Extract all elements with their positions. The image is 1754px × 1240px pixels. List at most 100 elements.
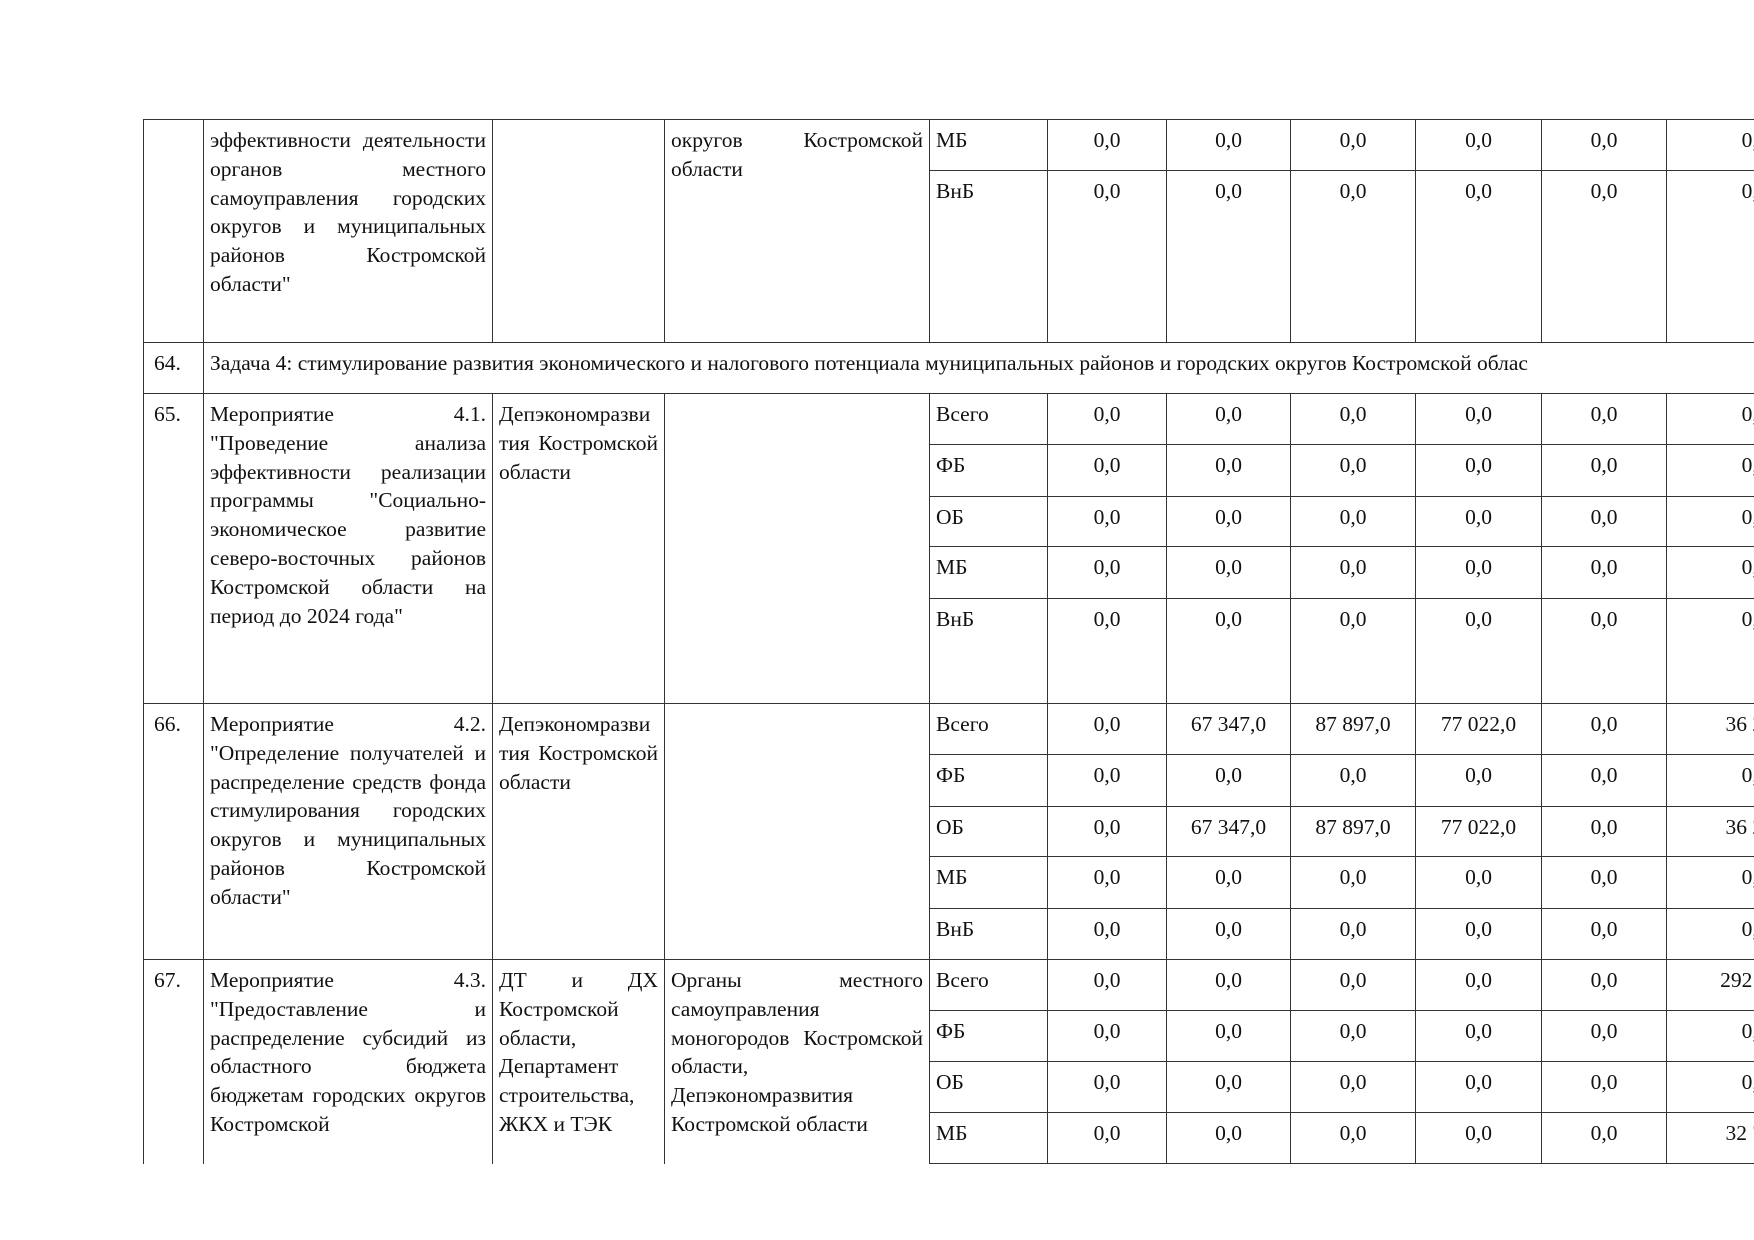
amount-cell: 77 022,0 bbox=[1415, 703, 1542, 755]
funding-source: МБ bbox=[929, 1112, 1048, 1164]
amount-cell: 0,0 bbox=[1415, 444, 1542, 497]
amount-cell: 0,0 bbox=[1415, 908, 1542, 960]
funding-source: ФБ bbox=[929, 1010, 1048, 1062]
table-row: ОБ0,00,00,00,00,00,0 bbox=[144, 1061, 1754, 1113]
amount-cell: 0,0 bbox=[1166, 444, 1291, 497]
funding-source: ВнБ bbox=[929, 170, 1048, 343]
table-row: ФБ0,00,00,00,00,00,0 bbox=[144, 444, 1754, 497]
amount-cell: 0,0 bbox=[1166, 1112, 1291, 1164]
table-row: МБ0,00,00,00,00,00,0 bbox=[144, 856, 1754, 909]
amount-cell: 36 250 bbox=[1666, 806, 1754, 857]
amount-cell: 0,0 bbox=[1166, 1061, 1291, 1113]
amount-cell: 0,0 bbox=[1166, 546, 1291, 599]
amount-cell: 36 250 bbox=[1666, 703, 1754, 755]
table-row: ОБ0,00,00,00,00,00,0 bbox=[144, 496, 1754, 547]
amount-cell: 32 715 bbox=[1666, 1112, 1754, 1164]
amount-cell: 0,0 bbox=[1666, 856, 1754, 909]
funding-source: ФБ bbox=[929, 754, 1048, 807]
amount-cell: 0,0 bbox=[1541, 959, 1667, 1011]
task-title: Задача 4: стимулирование развития эконом… bbox=[203, 342, 1754, 394]
amount-cell: 0,0 bbox=[1290, 170, 1416, 343]
amount-cell: 0,0 bbox=[1541, 546, 1667, 599]
responsible-executor bbox=[492, 119, 665, 343]
table-row: 65. Мероприятие 4.1. "Проведение анализа … bbox=[143, 393, 1754, 704]
funding-source: ОБ bbox=[929, 1061, 1048, 1113]
amount-cell: 67 347,0 bbox=[1166, 806, 1291, 857]
amount-cell: 0,0 bbox=[1541, 119, 1667, 171]
amount-cell: 0,0 bbox=[1166, 959, 1291, 1011]
amount-cell: 87 897,0 bbox=[1290, 806, 1416, 857]
funding-source: МБ bbox=[929, 856, 1048, 909]
amount-cell: 0,0 bbox=[1290, 393, 1416, 445]
amount-cell: 0,0 bbox=[1666, 496, 1754, 547]
amount-cell: 0,0 bbox=[1047, 1061, 1167, 1113]
document-page: эффективности деятельности органов местн… bbox=[143, 119, 1754, 1179]
amount-cell: 0,0 bbox=[1666, 1010, 1754, 1062]
amount-cell: 0,0 bbox=[1290, 908, 1416, 960]
amount-cell: 0,0 bbox=[1541, 496, 1667, 547]
amount-cell: 0,0 bbox=[1666, 170, 1754, 343]
activity-name: эффективности деятельности органов местн… bbox=[203, 119, 493, 343]
amount-cell: 0,0 bbox=[1415, 546, 1542, 599]
row-number: 64. bbox=[143, 342, 204, 394]
amount-cell: 0,0 bbox=[1047, 170, 1167, 343]
table-row: МБ0,00,00,00,00,00,0 bbox=[144, 546, 1754, 599]
amount-cell: 0,0 bbox=[1047, 598, 1167, 704]
table-row: МБ0,00,00,00,00,032 715 bbox=[144, 1112, 1754, 1164]
amount-cell: 0,0 bbox=[1047, 393, 1167, 445]
amount-cell: 0,0 bbox=[1541, 754, 1667, 807]
amount-cell: 0,0 bbox=[1415, 1061, 1542, 1113]
amount-cell: 0,0 bbox=[1541, 856, 1667, 909]
amount-cell: 0,0 bbox=[1290, 856, 1416, 909]
amount-cell: 0,0 bbox=[1047, 546, 1167, 599]
amount-cell: 0,0 bbox=[1541, 170, 1667, 343]
funding-source: МБ bbox=[929, 119, 1048, 171]
co-executor: Органы местного самоуправления моногород… bbox=[664, 959, 930, 1164]
amount-cell: 0,0 bbox=[1415, 598, 1542, 704]
amount-cell: 0,0 bbox=[1666, 119, 1754, 171]
funding-source: МБ bbox=[929, 546, 1048, 599]
amount-cell: 0,0 bbox=[1047, 703, 1167, 755]
amount-cell: 0,0 bbox=[1666, 908, 1754, 960]
co-executor: округов Костромской области bbox=[664, 119, 930, 343]
amount-cell: 67 347,0 bbox=[1166, 703, 1291, 755]
amount-cell: 0,0 bbox=[1541, 703, 1667, 755]
amount-cell: 0,0 bbox=[1541, 806, 1667, 857]
amount-cell: 0,0 bbox=[1047, 119, 1167, 171]
amount-cell: 0,0 bbox=[1047, 856, 1167, 909]
funding-source: ОБ bbox=[929, 496, 1048, 547]
amount-cell: 0,0 bbox=[1166, 496, 1291, 547]
funding-source: ВнБ bbox=[929, 598, 1048, 704]
activity-name: Мероприятие 4.1. "Проведение анализа эфф… bbox=[203, 393, 493, 704]
amount-cell: 0,0 bbox=[1166, 393, 1291, 445]
co-executor bbox=[664, 703, 930, 960]
row-number bbox=[143, 119, 204, 343]
amount-cell: 0,0 bbox=[1166, 170, 1291, 343]
funding-source: Всего bbox=[929, 959, 1048, 1011]
amount-cell: 0,0 bbox=[1047, 1010, 1167, 1062]
amount-cell: 292 867 bbox=[1666, 959, 1754, 1011]
amount-cell: 0,0 bbox=[1166, 754, 1291, 807]
amount-cell: 0,0 bbox=[1541, 598, 1667, 704]
table-row: 66. Мероприятие 4.2. "Определение получат… bbox=[143, 703, 1754, 960]
amount-cell: 0,0 bbox=[1415, 1112, 1542, 1164]
row-number: 66. bbox=[143, 703, 204, 960]
amount-cell: 0,0 bbox=[1290, 754, 1416, 807]
amount-cell: 0,0 bbox=[1290, 1010, 1416, 1062]
amount-cell: 0,0 bbox=[1166, 908, 1291, 960]
funding-source: Всего bbox=[929, 703, 1048, 755]
amount-cell: 0,0 bbox=[1290, 959, 1416, 1011]
co-executor bbox=[664, 393, 930, 704]
amount-cell: 0,0 bbox=[1166, 856, 1291, 909]
funding-table: эффективности деятельности органов местн… bbox=[143, 119, 1754, 1164]
amount-cell: 0,0 bbox=[1415, 959, 1542, 1011]
amount-cell: 0,0 bbox=[1047, 959, 1167, 1011]
row-number: 65. bbox=[143, 393, 204, 704]
amount-cell: 0,0 bbox=[1666, 754, 1754, 807]
amount-cell: 0,0 bbox=[1541, 1010, 1667, 1062]
amount-cell: 0,0 bbox=[1047, 1112, 1167, 1164]
amount-cell: 0,0 bbox=[1166, 119, 1291, 171]
amount-cell: 0,0 bbox=[1290, 1061, 1416, 1113]
amount-cell: 0,0 bbox=[1290, 119, 1416, 171]
